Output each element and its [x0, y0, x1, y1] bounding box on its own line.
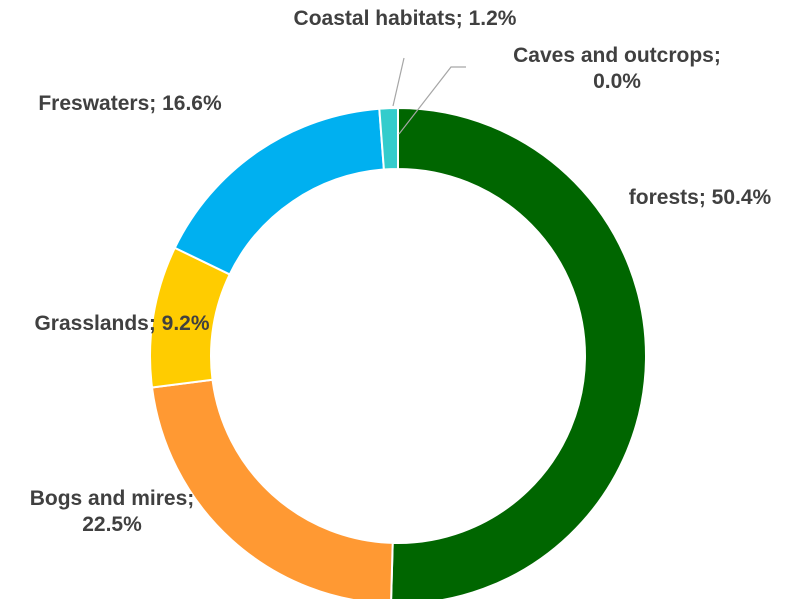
- label-line-grasslands-0: Grasslands; 9.2%: [34, 312, 209, 335]
- slice-forests: [390, 106, 647, 599]
- label-line-caves-and-outcrops-0: Caves and outcrops;: [513, 44, 721, 67]
- slice-coastal-habitats: [378, 106, 399, 171]
- label-line-caves-and-outcrops-1: 0.0%: [593, 70, 641, 93]
- slices-group: [149, 106, 647, 599]
- leader-line-coastal-habitats: [392, 57, 405, 107]
- label-coastal-habitats: Coastal habitats; 1.2%: [294, 7, 517, 30]
- label-line-freswaters-0: Freswaters; 16.6%: [38, 92, 222, 115]
- label-freswaters: Freswaters; 16.6%: [38, 92, 222, 115]
- label-grasslands: Grasslands; 9.2%: [34, 312, 209, 335]
- label-caves-and-outcrops: Caves and outcrops; 0.0%: [513, 44, 721, 93]
- leader-lines-group: [392, 57, 466, 135]
- label-line-forests-0: forests; 50.4%: [629, 186, 772, 209]
- label-line-coastal-habitats-0: Coastal habitats; 1.2%: [294, 7, 517, 30]
- leader-line-caves-and-outcrops: [398, 66, 466, 135]
- slice-freswaters: [173, 107, 385, 276]
- label-forests: forests; 50.4%: [629, 186, 772, 209]
- label-line-bogs-and-mires-0: Bogs and mires;: [30, 487, 195, 510]
- label-bogs-and-mires: Bogs and mires; 22.5%: [30, 487, 195, 536]
- label-line-bogs-and-mires-1: 22.5%: [82, 513, 142, 536]
- labels-group: forests; 50.4% Bogs and mires; 22.5% Grassl…: [30, 7, 772, 536]
